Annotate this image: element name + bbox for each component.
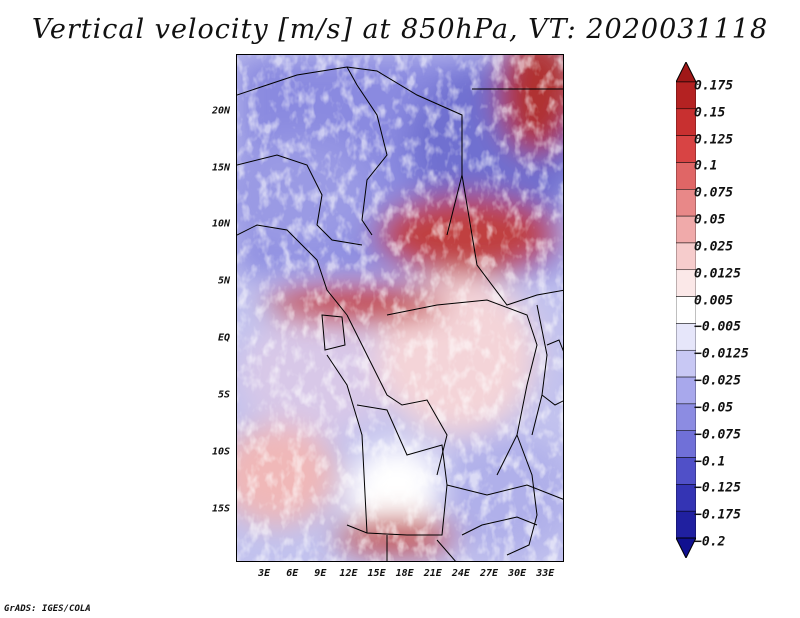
colorbar-label: −0.175 (694, 507, 741, 523)
colorbar-label: 0.025 (694, 239, 734, 255)
latitude-label: 5N (217, 275, 230, 287)
colorbar-segment (676, 296, 696, 324)
colorbar-label: −0.2 (694, 534, 726, 550)
map-plot-area (236, 54, 564, 562)
colorbar-segment (676, 510, 696, 539)
grads-credit: GrADS: IGES/COLA (4, 604, 91, 614)
colorbar-max-arrow (676, 62, 696, 83)
longitude-label: 30E (508, 568, 527, 579)
colorbar-label: −0.05 (694, 400, 734, 416)
colorbar-segment (676, 81, 696, 110)
vertical-velocity-field (237, 55, 563, 561)
longitude-label: 18E (395, 568, 414, 579)
latitude-label: 15S (211, 503, 230, 515)
colorbar-label: 0.0125 (694, 266, 741, 282)
colorbar-segment (676, 376, 696, 405)
colorbar-label: 0.175 (694, 78, 734, 94)
latitude-label: 10N (211, 218, 230, 230)
colorbar-label: 0.15 (694, 105, 726, 121)
colorbar-label: −0.025 (694, 373, 741, 389)
longitude-label: 3E (258, 568, 271, 579)
colorbar-label: 0.1 (694, 158, 718, 174)
colorbar-segment (676, 162, 696, 190)
colorbar-label: −0.1 (694, 454, 726, 470)
longitude-label: 33E (536, 568, 555, 579)
longitude-label: 15E (367, 568, 386, 579)
map-title: Vertical velocity [m/s] at 850hPa, VT: 2… (31, 14, 769, 45)
latitude-label: 20N (211, 105, 230, 117)
latitude-label: EQ (217, 332, 230, 344)
longitude-label: 24E (451, 568, 470, 579)
colorbar-segment (676, 323, 696, 351)
colorbar-segment (676, 403, 696, 431)
colorbar-min-arrow (676, 537, 696, 558)
colorbar-label: −0.005 (694, 319, 741, 335)
colorbar-segment (676, 269, 696, 297)
longitude-label: 12E (339, 568, 358, 579)
colorbar-segment (676, 215, 696, 244)
colorbar-label: 0.125 (694, 132, 734, 148)
colorbar-label: −0.125 (694, 480, 741, 496)
latitude-label: 5S (217, 389, 230, 401)
colorbar-segment (676, 135, 696, 163)
colorbar-segment (676, 349, 696, 378)
colorbar-label: 0.075 (694, 185, 734, 201)
latitude-label: 15N (211, 162, 230, 174)
longitude-label: 6E (286, 568, 299, 579)
colorbar-segment (676, 430, 696, 458)
colorbar-label: −0.0125 (694, 346, 749, 362)
colorbar-segment (676, 457, 696, 485)
colorbar (676, 62, 696, 558)
longitude-label: 21E (423, 568, 442, 579)
longitude-label: 27E (479, 568, 499, 579)
colorbar-segment (676, 242, 696, 271)
colorbar-label: 0.05 (694, 212, 726, 228)
colorbar-segment (676, 484, 696, 512)
colorbar-segment (676, 189, 696, 217)
longitude-label: 9E (314, 568, 327, 579)
colorbar-label: 0.005 (694, 293, 734, 309)
colorbar-label: −0.075 (694, 427, 741, 443)
colorbar-segment (676, 108, 696, 136)
latitude-label: 10S (211, 446, 230, 458)
